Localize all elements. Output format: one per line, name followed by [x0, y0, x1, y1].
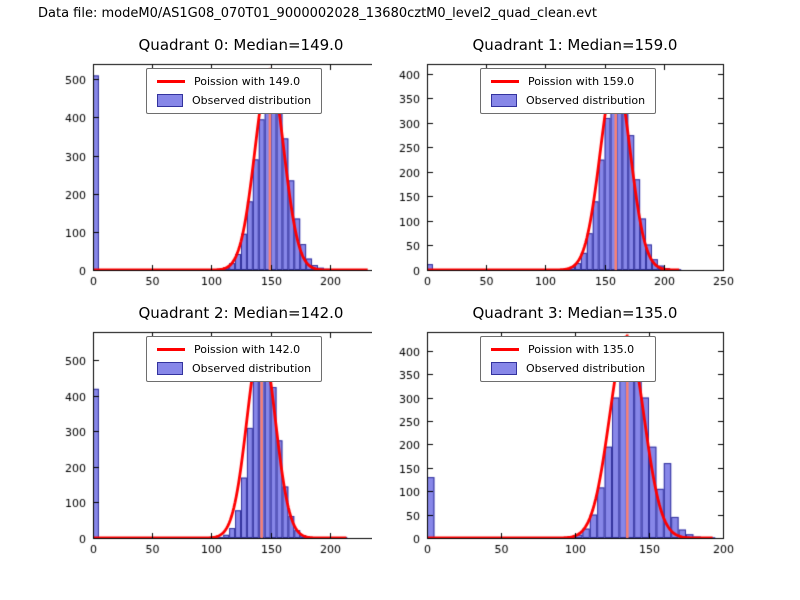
legend-label-poisson: Poission with 135.0 [528, 343, 635, 356]
legend-label-observed: Observed distribution [526, 362, 646, 375]
legend-row-observed: Observed distribution [491, 94, 645, 107]
quadrant-3-legend: Poission with 135.0 Observed distributio… [480, 336, 657, 382]
legend-label-poisson: Poission with 159.0 [528, 75, 635, 88]
legend-row-observed: Observed distribution [491, 362, 645, 375]
subplot-2-title: Quadrant 2: Median=142.0 [138, 304, 344, 322]
observed-patch-swatch-icon [491, 362, 517, 375]
legend-row-poisson: Poission with 159.0 [491, 75, 645, 88]
subplot-3-title: Quadrant 3: Median=135.0 [472, 304, 678, 322]
legend-row-poisson: Poission with 142.0 [157, 343, 311, 356]
legend-label-poisson: Poission with 142.0 [194, 343, 301, 356]
legend-label-observed: Observed distribution [192, 94, 312, 107]
poisson-line-swatch-icon [157, 348, 185, 351]
observed-patch-swatch-icon [157, 94, 183, 107]
quadrant-2-legend: Poission with 142.0 Observed distributio… [146, 336, 323, 382]
figure-title: Data file: modeM0/AS1G08_070T01_90000020… [38, 6, 597, 21]
subplot-0-title: Quadrant 0: Median=149.0 [138, 36, 344, 54]
subplot-quadrant-2: Quadrant 2: Median=142.0 Poission with 1… [38, 304, 403, 566]
subplot-quadrant-3: Quadrant 3: Median=135.0 Poission with 1… [372, 304, 737, 566]
subplot-quadrant-1: Quadrant 1: Median=159.0 Poission with 1… [372, 36, 737, 298]
legend-row-poisson: Poission with 149.0 [157, 75, 311, 88]
legend-label-poisson: Poission with 149.0 [194, 75, 301, 88]
observed-patch-swatch-icon [157, 362, 183, 375]
quadrant-1-legend: Poission with 159.0 Observed distributio… [480, 68, 657, 114]
legend-row-observed: Observed distribution [157, 94, 311, 107]
poisson-line-swatch-icon [491, 80, 519, 83]
quadrant-0-legend: Poission with 149.0 Observed distributio… [146, 68, 323, 114]
legend-label-observed: Observed distribution [192, 362, 312, 375]
legend-row-poisson: Poission with 135.0 [491, 343, 645, 356]
poisson-line-swatch-icon [157, 80, 185, 83]
legend-row-observed: Observed distribution [157, 362, 311, 375]
legend-label-observed: Observed distribution [526, 94, 646, 107]
subplot-1-title: Quadrant 1: Median=159.0 [472, 36, 678, 54]
subplot-quadrant-0: Quadrant 0: Median=149.0 Poission with 1… [38, 36, 403, 298]
observed-patch-swatch-icon [491, 94, 517, 107]
poisson-line-swatch-icon [491, 348, 519, 351]
